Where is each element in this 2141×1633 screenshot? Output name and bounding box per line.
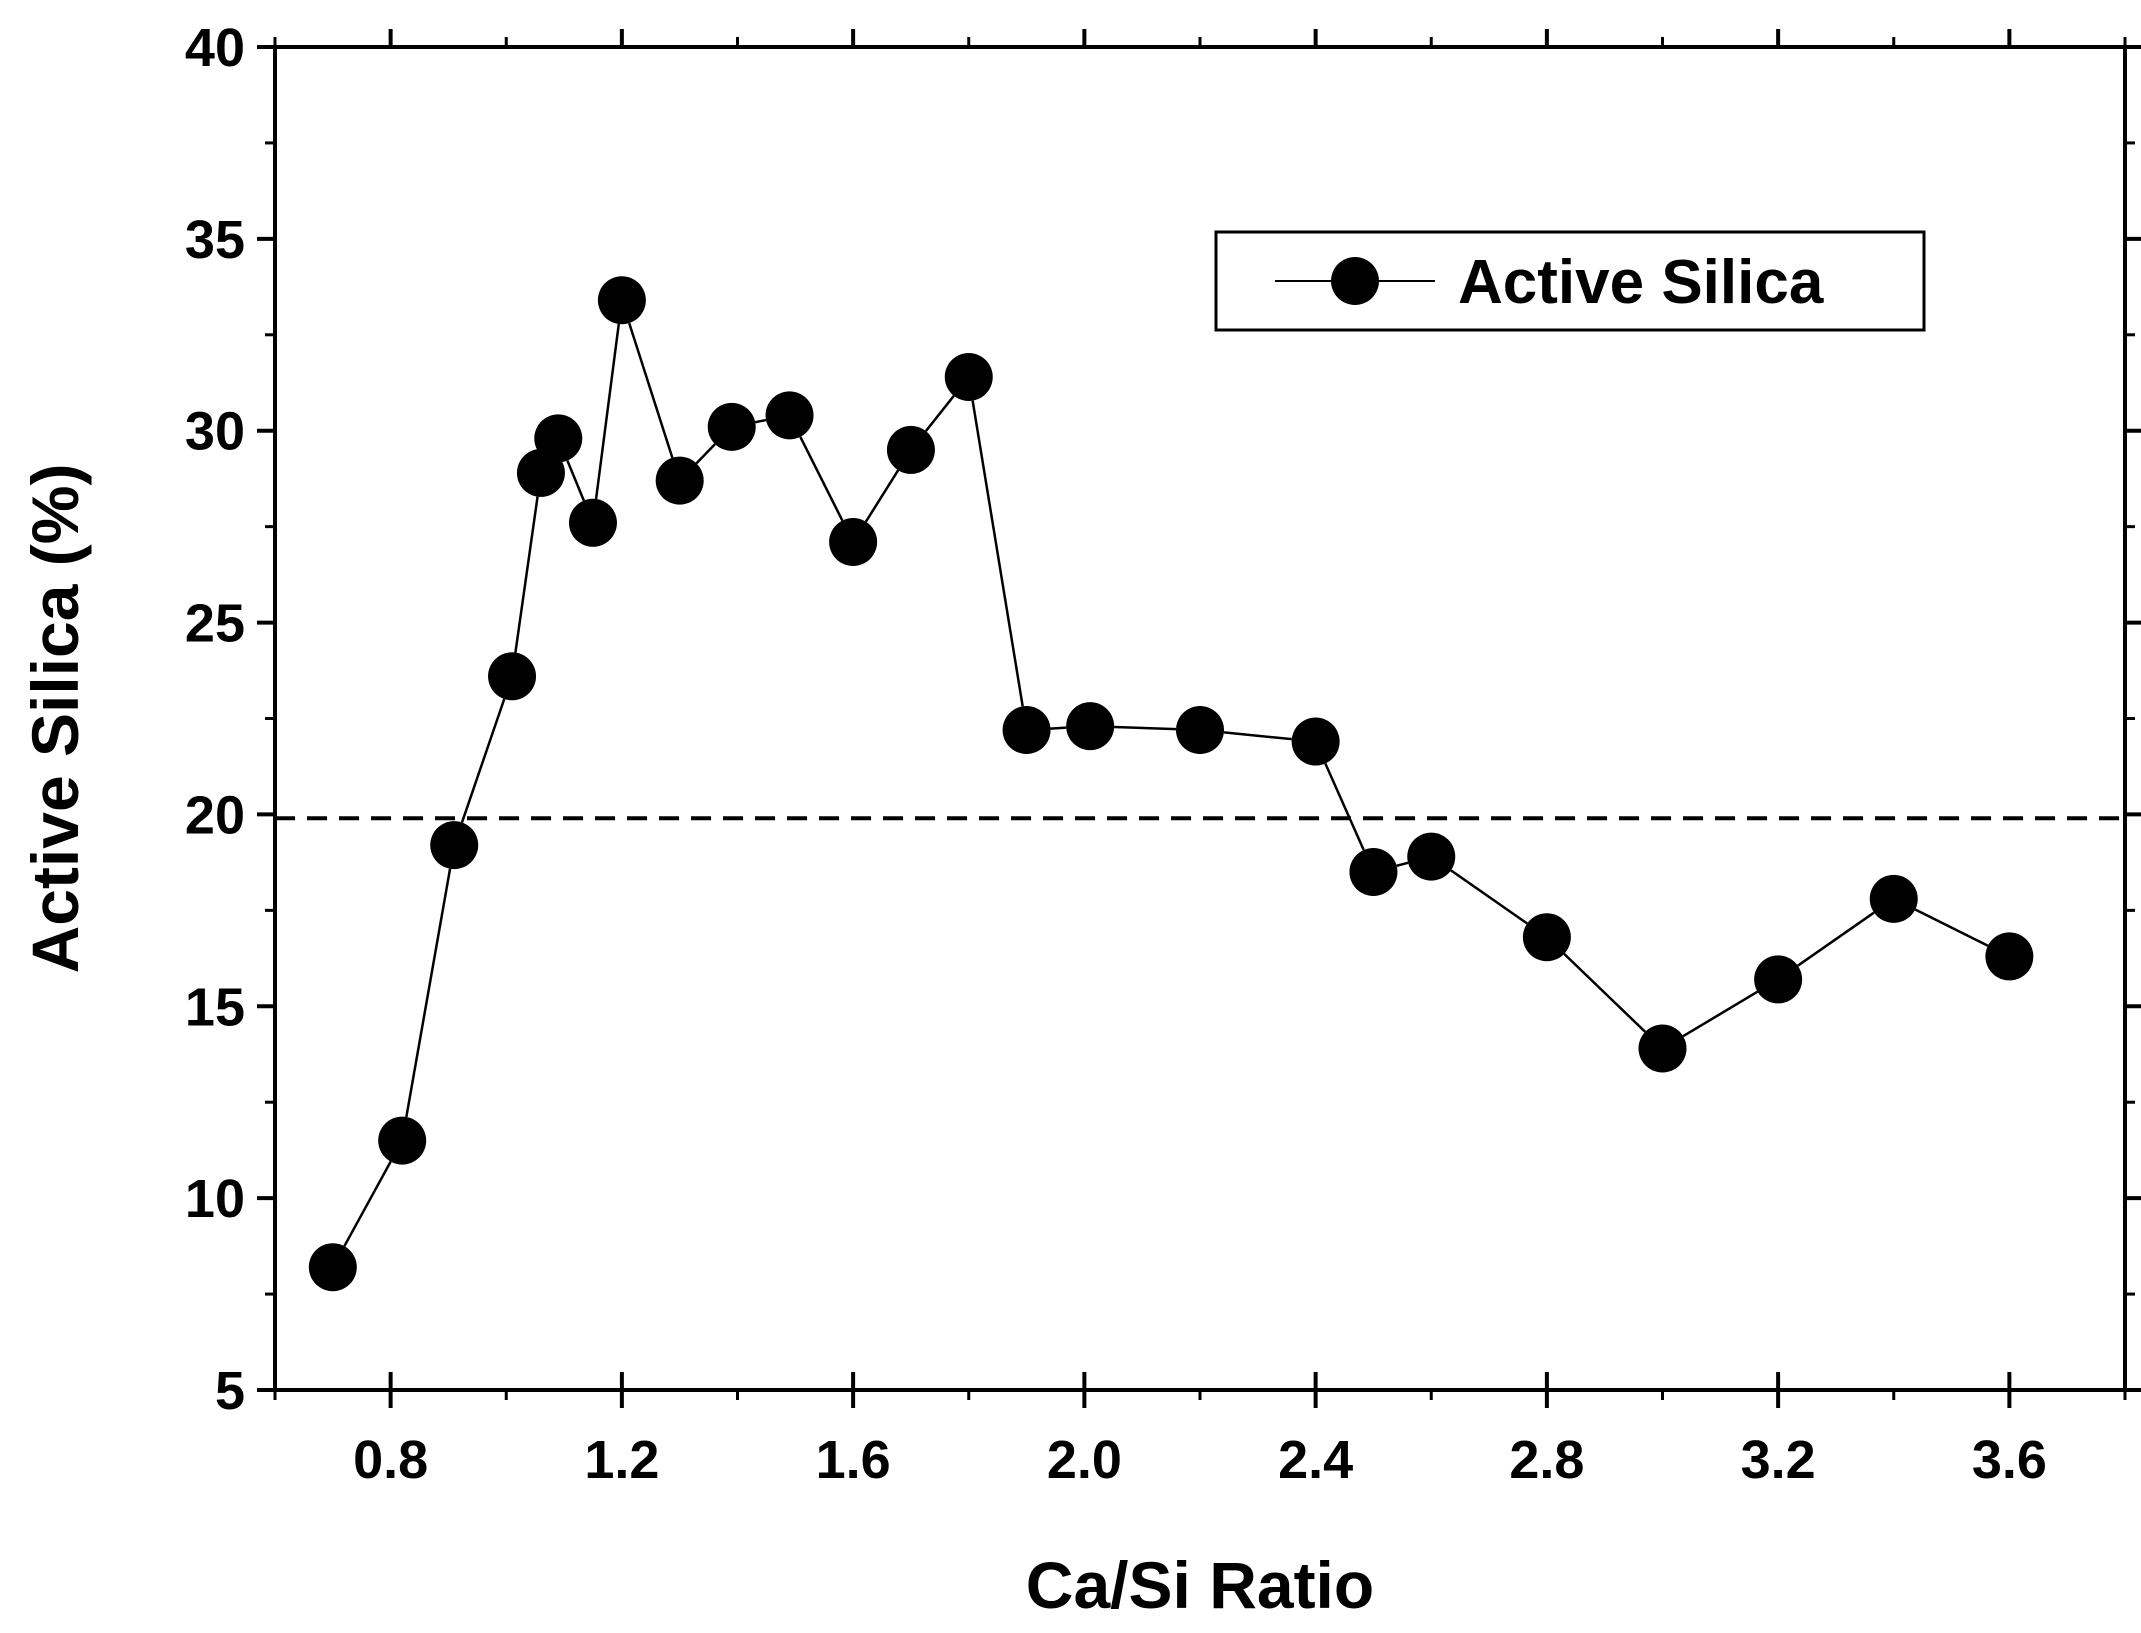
y-tick-label: 25 <box>185 594 245 654</box>
series-segment <box>1050 726 1067 730</box>
x-tick-label: 2.4 <box>1278 1430 1353 1490</box>
series-segment <box>514 496 539 653</box>
plot-area-frame <box>273 45 2127 1392</box>
series-segment <box>1797 911 1875 967</box>
data-point <box>1066 702 1115 751</box>
data-point <box>568 498 617 547</box>
y-tick-label: 40 <box>185 18 245 78</box>
data-point <box>1002 706 1051 755</box>
series-segment <box>566 460 586 502</box>
x-tick-label: 3.6 <box>1972 1430 2047 1490</box>
data-point <box>1176 706 1224 755</box>
x-tick-label: 3.2 <box>1741 1430 1816 1490</box>
x-axis-title: Ca/Si Ratio <box>1026 1548 1374 1622</box>
tick-labels: 0.8 1.2 1.6 2.0 2.4 2.8 3.2 3.6 5 10 15 20 25 30 35 40 <box>185 18 2047 1490</box>
x-tick-label: 0.8 <box>353 1430 428 1490</box>
series-segment <box>799 436 844 522</box>
data-point <box>1754 955 1803 1004</box>
data-point <box>886 425 935 474</box>
series-segment <box>1682 990 1759 1038</box>
data-point <box>655 456 704 505</box>
series-segment <box>924 395 955 432</box>
y-tick-label: 5 <box>215 1361 245 1421</box>
series-segment <box>1450 869 1528 925</box>
data-point <box>944 352 993 401</box>
series-segment <box>1563 952 1647 1033</box>
series-segment <box>405 868 452 1118</box>
data-point <box>765 391 814 440</box>
series-segment <box>1114 725 1177 731</box>
series-segment <box>594 323 621 500</box>
series-segment <box>343 1161 392 1247</box>
data-point <box>534 414 583 463</box>
data-point <box>707 402 756 451</box>
series-segment <box>1223 731 1292 741</box>
y-tick-label: 35 <box>185 210 245 270</box>
x-tick-label: 1.6 <box>816 1430 891 1490</box>
series-segment <box>460 698 506 823</box>
y-tick-label: 20 <box>185 785 245 845</box>
axis-ticks <box>257 29 2141 1408</box>
data-point <box>1407 832 1456 881</box>
series-lines <box>343 322 1989 1247</box>
x-tick-label: 2.8 <box>1509 1430 1584 1490</box>
data-point <box>378 1116 427 1165</box>
y-tick-label: 10 <box>185 1169 245 1229</box>
data-point <box>1349 847 1398 896</box>
x-tick-label: 2.0 <box>1047 1430 1122 1490</box>
legend-marker-icon <box>1331 257 1379 305</box>
series-segment <box>1914 908 1989 947</box>
x-tick-label: 1.2 <box>584 1430 659 1490</box>
data-point <box>430 821 479 870</box>
data-point <box>1638 1024 1687 1073</box>
series-segment <box>864 469 900 523</box>
y-tick-label: 15 <box>185 977 245 1037</box>
y-axis-title: Active Silica (%) <box>18 464 92 974</box>
series-segment <box>1324 762 1365 851</box>
data-point <box>829 517 878 566</box>
series-segment <box>628 322 674 459</box>
y-tick-label: 30 <box>185 402 245 462</box>
series-points <box>308 276 2034 1292</box>
series-segment <box>755 418 767 424</box>
data-point <box>1522 913 1571 962</box>
series-segment <box>971 400 1024 707</box>
data-point <box>1291 717 1340 766</box>
legend-label: Active Silica <box>1458 248 1824 317</box>
data-point <box>1869 874 1918 923</box>
data-point <box>488 652 537 701</box>
data-point <box>597 276 646 325</box>
series-segment <box>695 443 716 465</box>
data-point <box>1985 932 2034 981</box>
series-segment <box>1396 861 1409 868</box>
legend: Active Silica <box>1214 230 1926 332</box>
data-point <box>308 1243 357 1292</box>
